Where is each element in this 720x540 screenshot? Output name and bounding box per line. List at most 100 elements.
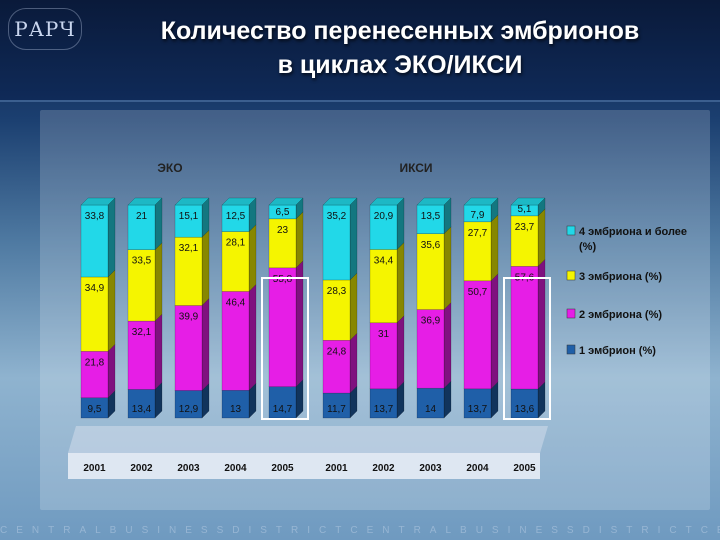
bar-side-ЭКО-2005-s2 xyxy=(295,211,304,269)
data-label-ЭКО-2003-s3: 15,1 xyxy=(179,211,199,222)
data-label-ЭКО-2001-s0: 9,5 xyxy=(88,404,102,415)
bar-segment-ЭКО-2005-s2 xyxy=(268,218,297,269)
bar-segment-ИКСИ-2001-s3 xyxy=(322,204,351,281)
tick-label-ЭКО-2002: 2002 xyxy=(130,463,153,474)
data-label-ЭКО-2005-s3: 6,5 xyxy=(276,207,290,218)
data-label-ЭКО-2003-s0: 12,9 xyxy=(179,404,199,415)
bar-segment-ЭКО-2003-s3 xyxy=(174,204,203,238)
bar-top-ЭКО-2003 xyxy=(174,197,210,206)
legend-label-4: 4 эмбриона и более xyxy=(579,226,687,238)
bar-side-ИКСИ-2001-s1 xyxy=(349,332,358,394)
legend-label-3: 3 эмбриона (%) xyxy=(579,271,662,283)
tick-label-ЭКО-2001: 2001 xyxy=(83,463,106,474)
data-label-ЭКО-2001-s2: 34,9 xyxy=(85,283,105,294)
header-bar: РАРЧ Количество перенесенных эмбрионов в… xyxy=(0,0,720,102)
data-label-ИКСИ-2005-s0: 13,6 xyxy=(515,404,535,415)
slide-title: Количество перенесенных эмбрионов в цикл… xyxy=(90,14,710,82)
bar-side-ИКСИ-2003-s1 xyxy=(443,301,452,389)
bar-top-ЭКО-2001 xyxy=(80,197,116,206)
group-label-iksi: ИКСИ xyxy=(399,161,432,175)
footer-decorative-strip: CENTRALBUSINESSDISTRICTCENTRALBUSINESSDI… xyxy=(0,525,720,536)
bar-segment-ЭКО-2003-s2 xyxy=(174,236,203,306)
slide-title-line-2: в циклах ЭКО/ИКСИ xyxy=(277,51,523,79)
bar-side-ИКСИ-2004-s2 xyxy=(490,214,499,282)
tick-label-ИКСИ-2001: 2001 xyxy=(325,463,348,474)
bar-segment-ЭКО-2004-s0 xyxy=(221,390,250,419)
data-label-ИКСИ-2004-s3: 7,9 xyxy=(471,210,485,221)
bar-segment-ЭКО-2002-s3 xyxy=(127,204,156,250)
bar-segment-ИКСИ-2005-s1 xyxy=(510,266,539,390)
bar-segment-ИКСИ-2001-s0 xyxy=(322,392,351,419)
bar-side-ИКСИ-2002-s1 xyxy=(396,315,405,390)
legend-swatch-3 xyxy=(566,270,576,281)
tick-label-ИКСИ-2004: 2004 xyxy=(466,463,489,474)
tick-label-ЭКО-2005: 2005 xyxy=(271,463,294,474)
bar-segment-ЭКО-2001-s2 xyxy=(80,276,109,352)
data-label-ИКСИ-2002-s3: 20,9 xyxy=(374,211,394,222)
data-label-ЭКО-2004-s1: 46,4 xyxy=(226,297,246,308)
data-label-ЭКО-2002-s1: 32,1 xyxy=(132,327,152,338)
bar-side-ЭКО-2003-s2 xyxy=(201,229,210,307)
bar-segment-ИКСИ-2005-s0 xyxy=(510,388,539,419)
bar-segment-ИКСИ-2003-s3 xyxy=(416,204,445,235)
rarch-logo: РАРЧ xyxy=(8,8,82,50)
highlight-box-ИКСИ xyxy=(503,277,551,420)
data-label-ИКСИ-2001-s1: 24,8 xyxy=(327,346,347,357)
legend-label-4-cont: (%) xyxy=(579,241,596,253)
bar-side-ЭКО-2001-s1 xyxy=(107,343,116,399)
bar-segment-ЭКО-2001-s0 xyxy=(80,397,109,419)
bar-segment-ИКСИ-2002-s1 xyxy=(369,322,398,390)
highlight-box-ЭКО xyxy=(261,277,309,420)
data-label-ЭКО-2001-s3: 33,8 xyxy=(85,211,105,222)
bar-segment-ЭКО-2002-s2 xyxy=(127,249,156,322)
bar-side-ИКСИ-2001-s3 xyxy=(349,197,358,281)
data-label-ЭКО-2004-s2: 28,1 xyxy=(226,238,246,249)
data-label-ИКСИ-2002-s0: 13,7 xyxy=(374,404,394,415)
stacked-bar-chart: ЭКО 9,5 21,8 34,9 33,8 2001 13,4 32,1 33,5 21 2002… xyxy=(68,161,687,479)
bar-side-ИКСИ-2001-s2 xyxy=(349,272,358,341)
bar-segment-ЭКО-2005-s1 xyxy=(268,267,297,387)
data-label-ИКСИ-2004-s0: 13,7 xyxy=(468,404,488,415)
bar-side-ИКСИ-2003-s2 xyxy=(443,226,452,311)
chart-floor xyxy=(68,426,548,453)
legend-swatch-1 xyxy=(566,344,576,355)
data-label-ИКСИ-2001-s0: 11,7 xyxy=(327,404,346,415)
bar-side-ИКСИ-2002-s3 xyxy=(396,197,405,251)
bar-segment-ИКСИ-2002-s3 xyxy=(369,204,398,250)
bar-segment-ЭКО-2002-s0 xyxy=(127,389,156,419)
bar-segment-ИКСИ-2003-s2 xyxy=(416,233,445,310)
tick-label-ЭКО-2003: 2003 xyxy=(177,463,200,474)
bar-top-ЭКО-2004 xyxy=(221,197,257,206)
tick-label-ИКСИ-2005: 2005 xyxy=(513,463,536,474)
tick-label-ИКСИ-2003: 2003 xyxy=(419,463,442,474)
bar-top-ЭКО-2005 xyxy=(268,197,304,206)
tick-label-ЭКО-2004: 2004 xyxy=(224,463,247,474)
bar-side-ЭКО-2002-s3 xyxy=(154,197,163,251)
data-label-ИКСИ-2002-s1: 31 xyxy=(378,329,390,340)
legend-swatch-2 xyxy=(566,308,576,319)
category-axis-band xyxy=(68,453,540,479)
data-label-ИКСИ-2004-s1: 50,7 xyxy=(468,287,488,298)
bar-segment-ЭКО-2003-s1 xyxy=(174,305,203,391)
legend-label-1: 1 эмбрион (%) xyxy=(579,345,656,357)
bar-side-ЭКО-2002-s1 xyxy=(154,313,163,391)
group-label-eko: ЭКО xyxy=(157,161,182,175)
data-label-ИКСИ-2003-s3: 13,5 xyxy=(421,211,441,222)
data-label-ЭКО-2004-s0: 13 xyxy=(230,404,242,415)
bar-side-ЭКО-2005-s1 xyxy=(295,260,304,388)
bar-segment-ЭКО-2001-s3 xyxy=(80,204,109,278)
bar-segment-ЭКО-2004-s1 xyxy=(221,291,250,391)
bar-side-ЭКО-2004-s2 xyxy=(248,224,257,293)
data-label-ЭКО-2003-s2: 32,1 xyxy=(179,243,199,254)
bar-segment-ИКСИ-2002-s2 xyxy=(369,249,398,324)
bar-side-ЭКО-2003-s1 xyxy=(201,297,210,392)
legend-swatch-4 xyxy=(566,225,576,236)
bar-top-ИКСИ-2001 xyxy=(322,197,358,206)
slide-title-line-1: Количество перенесенных эмбрионов xyxy=(160,17,640,45)
data-label-ИКСИ-2003-s2: 35,6 xyxy=(421,240,441,251)
data-label-ЭКО-2003-s1: 39,9 xyxy=(179,312,199,323)
bar-side-ИКСИ-2002-s2 xyxy=(396,241,405,324)
data-label-ЭКО-2004-s3: 12,5 xyxy=(226,211,246,222)
bar-segment-ИКСИ-2001-s1 xyxy=(322,340,351,394)
data-label-ЭКО-2005-s1: 55,8 xyxy=(273,274,293,285)
